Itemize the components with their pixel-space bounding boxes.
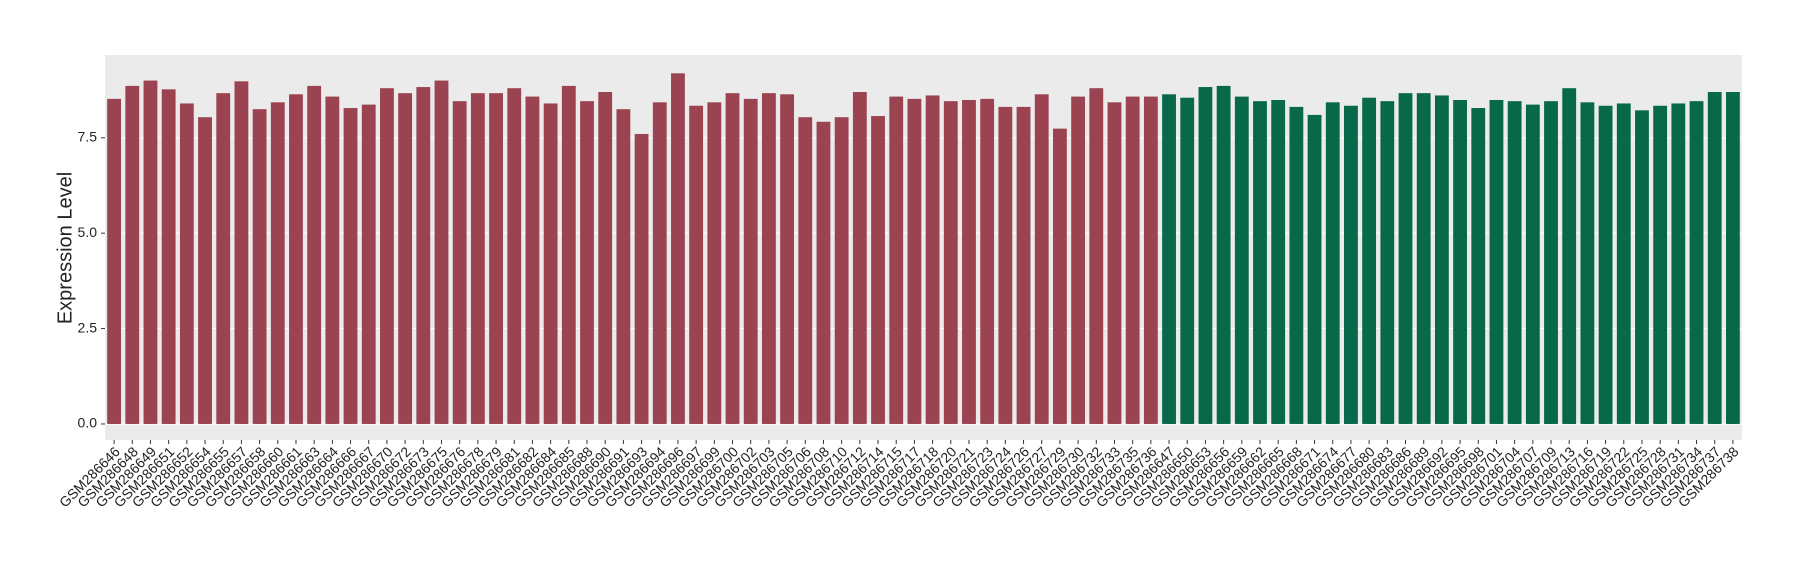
bar bbox=[962, 100, 976, 424]
bar bbox=[616, 109, 631, 424]
bar bbox=[398, 93, 413, 424]
bar bbox=[998, 106, 1013, 424]
bar bbox=[907, 98, 922, 424]
bar bbox=[252, 109, 267, 424]
bar bbox=[943, 101, 958, 424]
bar bbox=[1507, 101, 1522, 424]
bar bbox=[434, 80, 449, 424]
bar bbox=[1471, 108, 1486, 424]
bar bbox=[1234, 96, 1249, 424]
bar bbox=[1071, 96, 1086, 424]
bar bbox=[834, 117, 849, 424]
bar bbox=[361, 104, 376, 424]
bar bbox=[707, 102, 722, 424]
bar bbox=[689, 105, 704, 424]
bar bbox=[1525, 104, 1540, 424]
bar bbox=[1725, 92, 1740, 424]
bar bbox=[107, 98, 122, 424]
bar bbox=[598, 92, 613, 424]
bar bbox=[580, 101, 594, 424]
bar bbox=[1307, 114, 1322, 424]
bar bbox=[216, 93, 231, 424]
y-tick-label: 2.5 bbox=[78, 319, 98, 335]
bar bbox=[1162, 94, 1176, 424]
bar bbox=[161, 89, 176, 424]
bar bbox=[1580, 102, 1595, 424]
bar bbox=[1125, 96, 1140, 424]
bar bbox=[525, 96, 540, 424]
bar bbox=[198, 117, 212, 424]
bar bbox=[470, 93, 485, 424]
bar bbox=[1434, 95, 1449, 424]
bar bbox=[1398, 93, 1413, 424]
bar bbox=[1016, 106, 1031, 424]
bar bbox=[1253, 101, 1267, 424]
bar bbox=[725, 93, 740, 424]
bar bbox=[1344, 105, 1358, 424]
bar bbox=[1489, 100, 1504, 424]
bar bbox=[634, 133, 649, 424]
bar bbox=[1107, 102, 1122, 424]
bar bbox=[761, 93, 776, 424]
bar bbox=[980, 98, 995, 424]
y-tick-label: 5.0 bbox=[78, 224, 98, 240]
y-tick-label: 7.5 bbox=[78, 129, 98, 145]
bar bbox=[780, 94, 794, 424]
bar bbox=[1671, 103, 1686, 424]
bar bbox=[1635, 110, 1649, 424]
bar bbox=[1089, 88, 1104, 424]
bar bbox=[507, 88, 522, 424]
bar bbox=[871, 116, 885, 424]
bar bbox=[1053, 128, 1067, 424]
bar bbox=[1271, 100, 1286, 424]
bar bbox=[1689, 101, 1704, 424]
bar bbox=[671, 73, 685, 424]
bar bbox=[1180, 97, 1195, 424]
bar bbox=[1362, 97, 1377, 424]
bar bbox=[1380, 101, 1395, 424]
bar bbox=[561, 85, 576, 424]
bar bbox=[125, 85, 140, 424]
bar bbox=[270, 102, 285, 424]
bar bbox=[416, 87, 431, 424]
bar bbox=[1216, 85, 1231, 424]
bar bbox=[289, 94, 303, 424]
bar bbox=[143, 80, 158, 424]
bar bbox=[652, 102, 667, 424]
bar bbox=[925, 95, 940, 424]
bar bbox=[1289, 106, 1304, 424]
y-tick-label: 0.0 bbox=[78, 415, 98, 431]
bar bbox=[1707, 92, 1722, 424]
bar bbox=[1544, 101, 1558, 424]
bar bbox=[1198, 87, 1213, 424]
bar bbox=[179, 103, 194, 424]
bar bbox=[1143, 96, 1158, 424]
bar bbox=[1325, 102, 1340, 424]
bar bbox=[1562, 88, 1577, 424]
bar bbox=[325, 96, 340, 424]
bar bbox=[743, 98, 758, 424]
bar bbox=[380, 88, 394, 424]
y-axis-title: Expression Level bbox=[54, 172, 76, 324]
bar bbox=[307, 85, 322, 424]
bar bbox=[889, 96, 904, 424]
bar bbox=[1598, 105, 1613, 424]
bar bbox=[798, 117, 813, 424]
bar bbox=[1616, 103, 1631, 424]
plot-background bbox=[105, 55, 1742, 440]
bar bbox=[1653, 105, 1668, 424]
bar bbox=[489, 93, 503, 424]
bar bbox=[234, 81, 249, 424]
bar bbox=[1416, 93, 1431, 424]
bar bbox=[543, 103, 558, 424]
bar bbox=[452, 101, 467, 424]
bar bbox=[852, 92, 867, 424]
bar bbox=[1453, 100, 1467, 424]
bar bbox=[816, 121, 831, 424]
bar bbox=[1034, 94, 1049, 424]
bar bbox=[343, 108, 358, 424]
